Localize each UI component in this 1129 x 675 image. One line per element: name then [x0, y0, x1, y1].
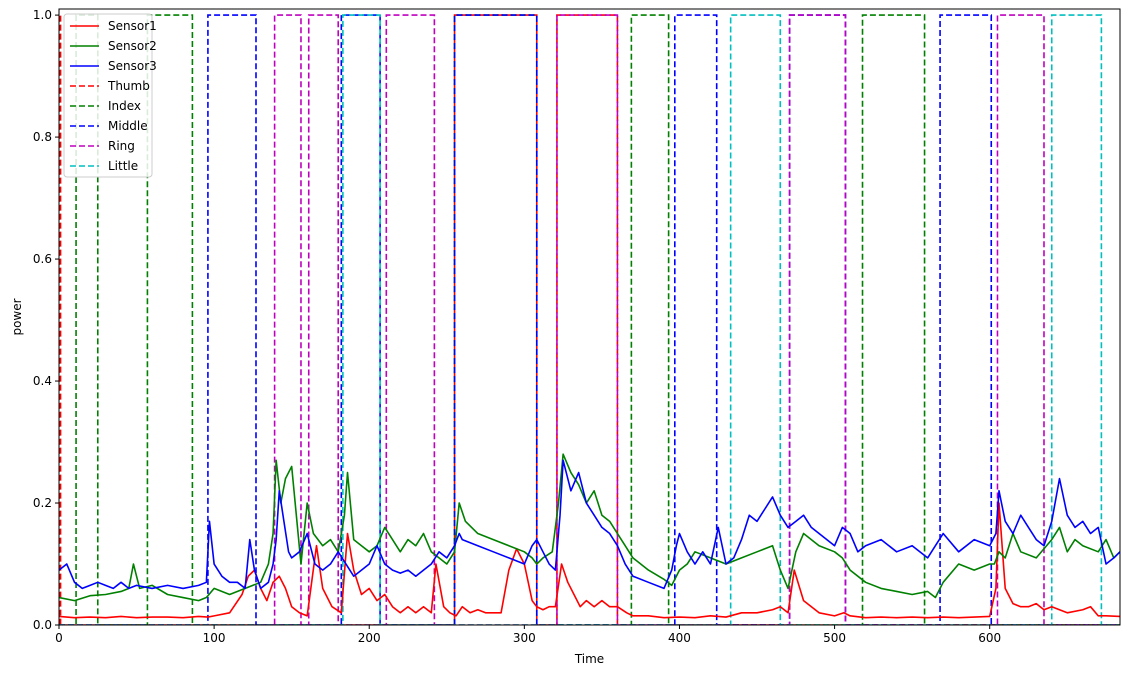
- x-tick-label: 600: [978, 631, 1001, 645]
- legend-box: [63, 13, 153, 178]
- y-tick-label: 0.4: [33, 374, 52, 388]
- legend-label-sensor2: Sensor2: [108, 39, 157, 53]
- x-axis: 0 100 200 300 400 500 600: [55, 625, 1001, 645]
- x-tick-label: 200: [358, 631, 381, 645]
- y-tick-label: 0.2: [33, 496, 52, 510]
- y-tick-label: 0.0: [33, 618, 52, 632]
- series-layer: [59, 14, 1120, 625]
- x-tick-label: 100: [203, 631, 226, 645]
- legend-label-sensor3: Sensor3: [108, 59, 157, 73]
- y-tick-label: 0.6: [33, 252, 52, 266]
- legend-label-thumb: Thumb: [107, 79, 150, 93]
- y-axis-label: power: [10, 298, 24, 335]
- legend-label-little: Little: [108, 159, 138, 173]
- series-line-thumb: [59, 14, 1120, 625]
- y-tick-label: 1.0: [33, 8, 52, 22]
- legend-label-index: Index: [108, 99, 141, 113]
- legend: Sensor1 Sensor2 Sensor3 Thumb Index Middle Rin…: [63, 13, 157, 178]
- y-axis: 0.0 0.2 0.4 0.6 0.8 1.0: [33, 8, 59, 632]
- series-line-sensor2: [59, 453, 1120, 602]
- x-axis-label: Time: [574, 652, 604, 666]
- x-tick-label: 500: [823, 631, 846, 645]
- series-line-sensor3: [59, 459, 1120, 590]
- legend-label-sensor1: Sensor1: [108, 19, 157, 33]
- y-tick-label: 0.8: [33, 130, 52, 144]
- plot-frame: [58, 8, 1121, 626]
- legend-label-middle: Middle: [108, 119, 148, 133]
- legend-label-ring: Ring: [108, 139, 135, 153]
- x-tick-label: 0: [55, 631, 63, 645]
- x-tick-label: 400: [668, 631, 691, 645]
- series-line-sensor1: [59, 502, 1120, 619]
- x-tick-label: 300: [513, 631, 536, 645]
